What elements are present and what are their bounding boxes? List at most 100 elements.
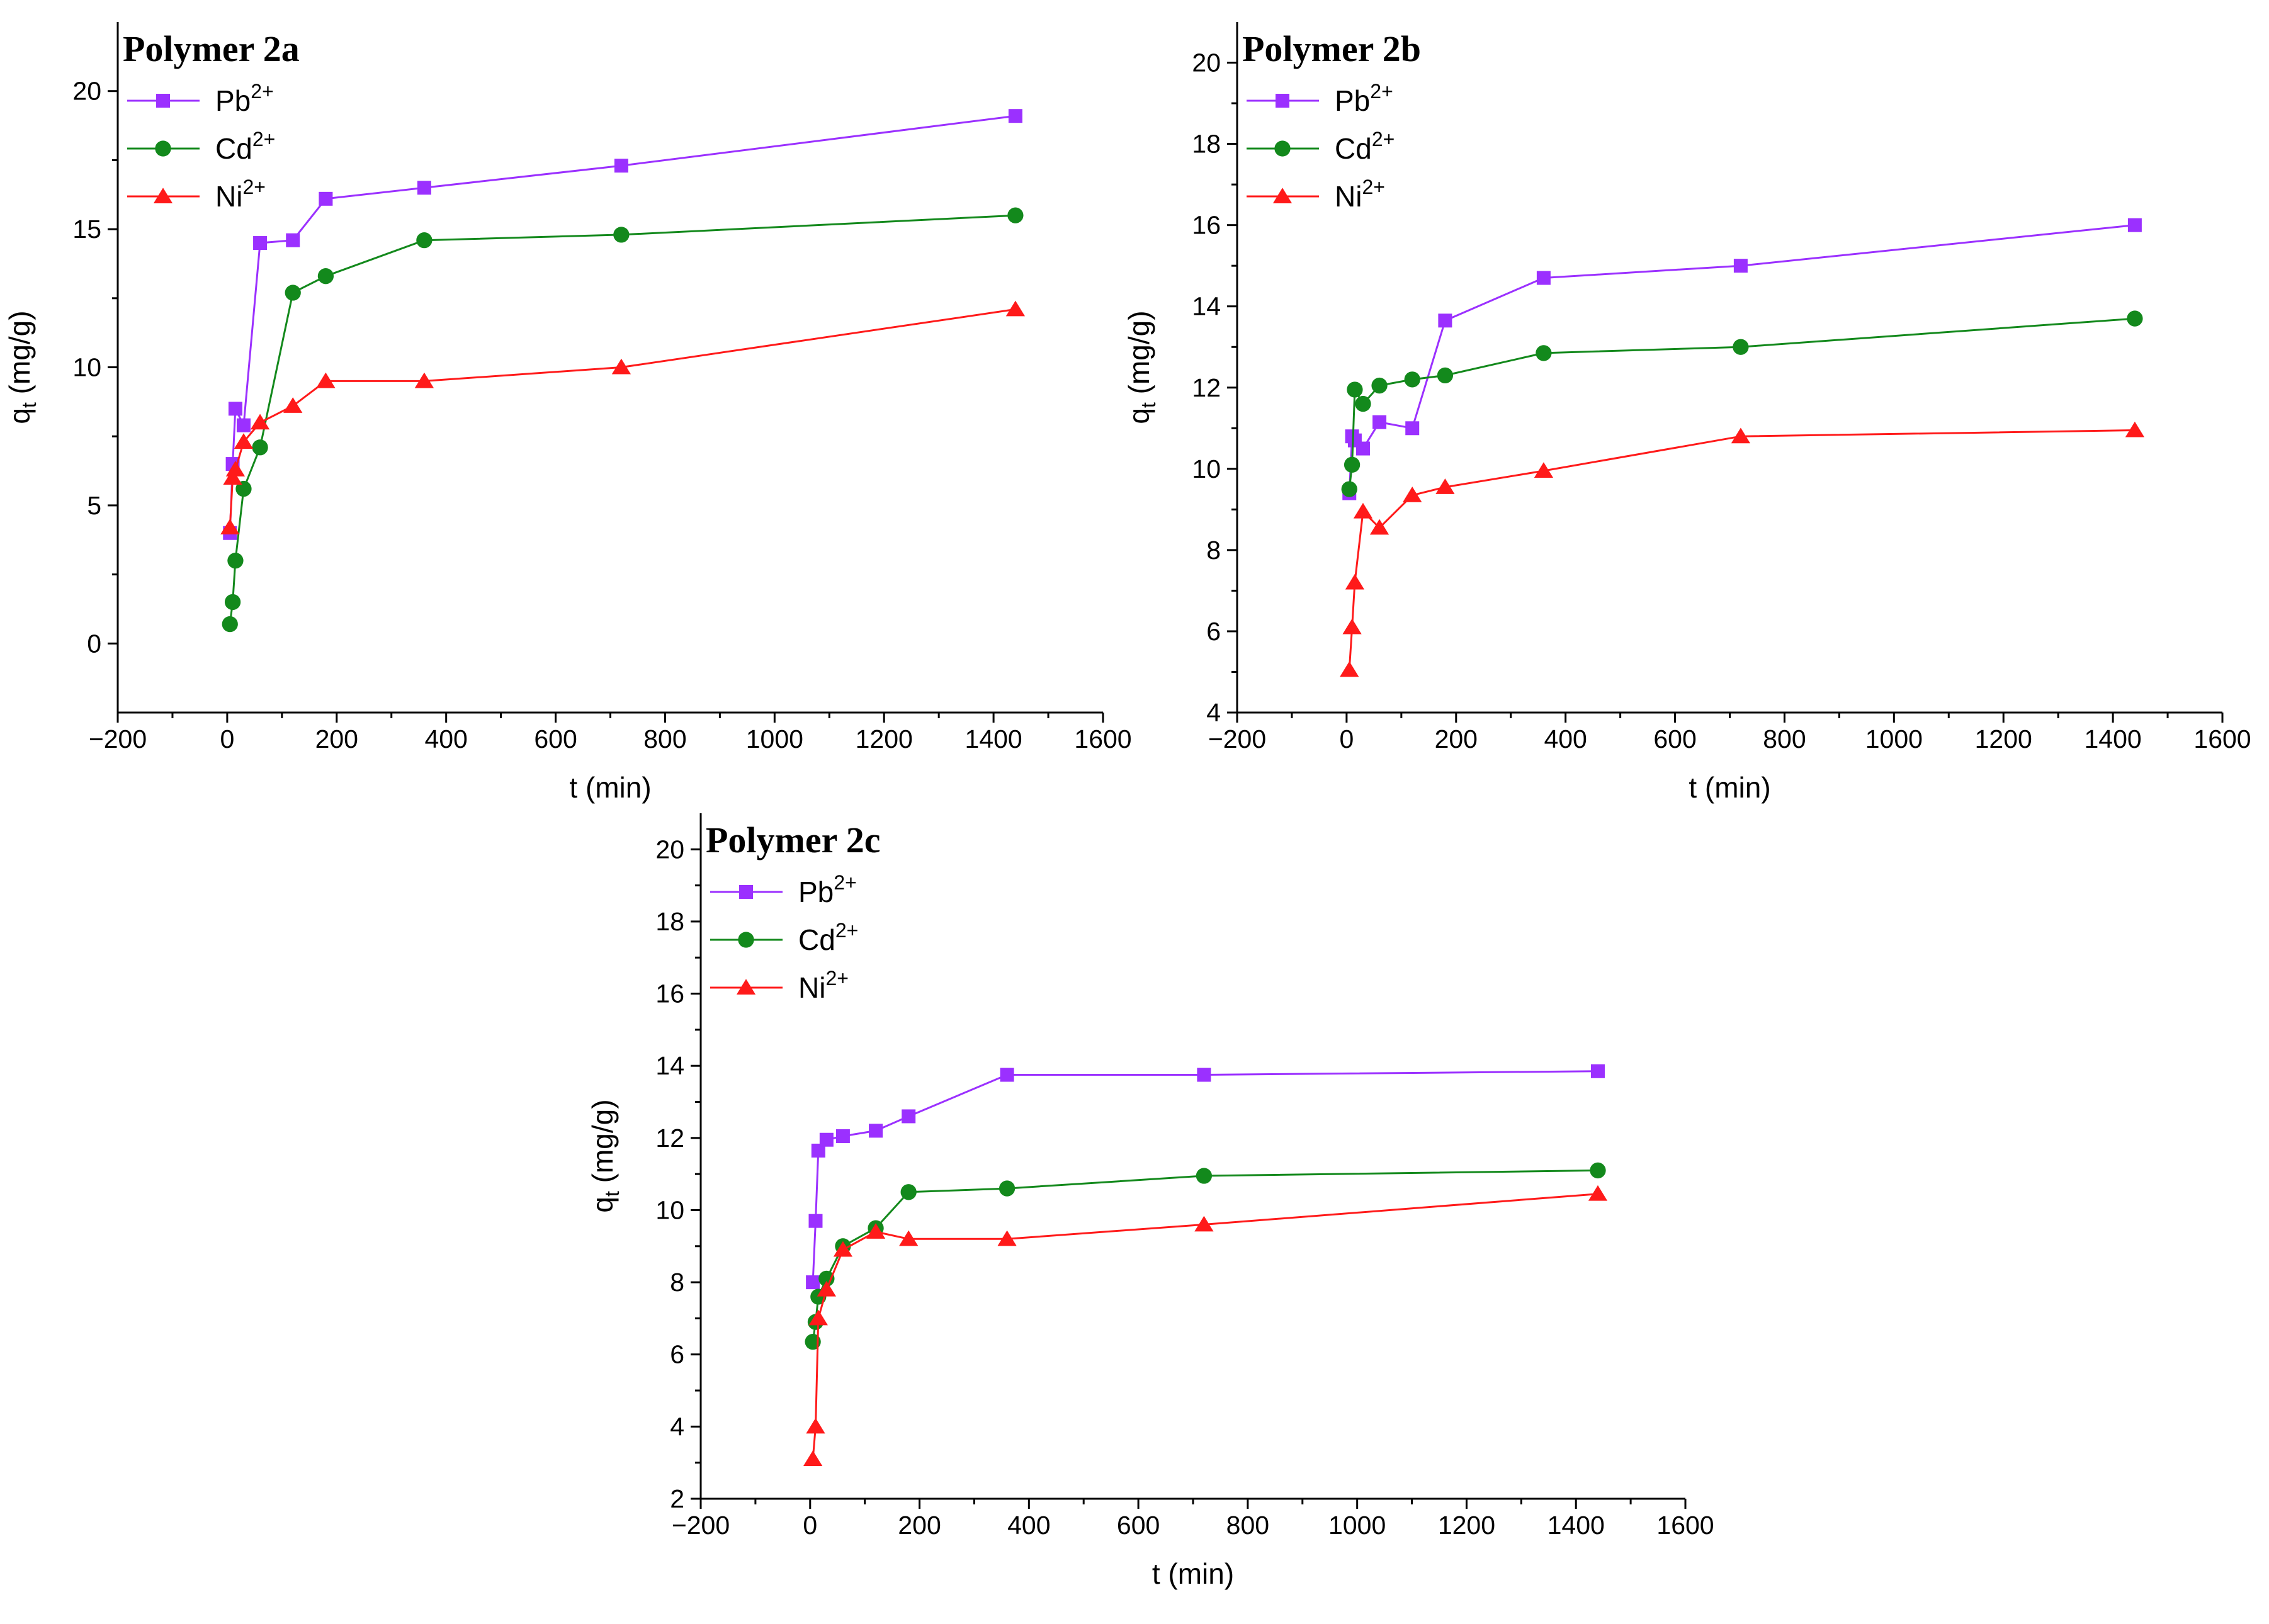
series-ni	[1340, 421, 2145, 677]
legend-label-pb: Pb2+	[798, 871, 857, 908]
data-point-cd	[818, 1270, 835, 1287]
data-point-pb	[1590, 1064, 1605, 1078]
x-tick-label: 800	[1226, 1511, 1269, 1540]
x-tick-label: −200	[672, 1511, 730, 1540]
data-point-ni	[223, 469, 242, 485]
data-point-cd	[1344, 456, 1361, 473]
data-point-ni	[1369, 519, 1389, 535]
data-point-pb	[1008, 109, 1022, 123]
y-tick-label: 10	[72, 353, 101, 382]
data-point-ni	[833, 1241, 853, 1257]
data-point-pb	[1372, 415, 1387, 429]
series-pb	[806, 1064, 1605, 1290]
y-tick-label: 18	[655, 907, 684, 936]
data-point-cd	[1371, 377, 1388, 394]
data-point-pb	[1733, 259, 1748, 273]
data-point-cd	[1341, 481, 1357, 497]
x-tick-label: 0	[803, 1511, 817, 1540]
y-tick-label: 15	[72, 215, 101, 244]
data-point-ni	[220, 519, 240, 535]
series-cd	[805, 1162, 1606, 1350]
data-point-ni	[225, 461, 246, 476]
data-point-ni	[803, 1450, 823, 1466]
data-point-ni	[1403, 487, 1422, 502]
data-point-pb	[811, 1143, 825, 1158]
x-tick-label: 1000	[1328, 1511, 1386, 1540]
x-tick-label: 1000	[1865, 725, 1923, 753]
series-ni	[220, 300, 1026, 535]
x-tick-label: −200	[1208, 725, 1266, 753]
data-point-ni	[1731, 427, 1751, 444]
x-tick-label: 200	[1435, 725, 1478, 753]
x-tick-label: 400	[424, 725, 467, 753]
x-tick-label: 600	[1653, 725, 1696, 753]
chart-panel-2: −200 0 200 400 600 800 1000 1200 1400 1600 4 6 8 10 12…	[1123, 22, 2251, 804]
data-point-ni	[1005, 300, 1026, 317]
series-pb	[223, 109, 1022, 540]
series-cd	[1341, 310, 2143, 497]
x-tick-label: 1200	[1438, 1511, 1495, 1540]
legend-label-cd: Cd2+	[798, 919, 858, 956]
legend-marker-cd	[738, 932, 754, 948]
y-tick-label: 4	[1206, 698, 1221, 727]
data-point-ni	[611, 358, 631, 375]
x-tick-label: 0	[1339, 725, 1354, 753]
data-point-pb	[902, 1109, 916, 1124]
data-point-ni	[1342, 618, 1362, 634]
x-tick-label: 200	[898, 1511, 941, 1540]
series-cd	[222, 207, 1024, 633]
y-axis-label: qt (mg/g)	[1123, 310, 1160, 424]
y-tick-label: 20	[1192, 48, 1221, 77]
data-point-pb	[869, 1124, 883, 1138]
y-tick-label: 4	[670, 1412, 684, 1441]
y-tick-label: 12	[1192, 373, 1221, 402]
y-tick-label: 14	[655, 1051, 684, 1080]
y-axis-label: qt (mg/g)	[3, 310, 40, 424]
legend-marker-pb	[739, 885, 753, 899]
legend-marker-cd	[155, 140, 171, 157]
legend-marker-ni	[1272, 188, 1293, 203]
y-tick-label: 12	[655, 1124, 684, 1153]
y-tick-label: 10	[655, 1195, 684, 1224]
data-point-pb	[614, 159, 628, 173]
y-tick-label: 10	[1192, 454, 1221, 483]
data-point-pb	[236, 418, 251, 432]
data-point-ni	[1588, 1185, 1608, 1201]
chart-title: Polymer 2a	[123, 28, 300, 69]
series-pb	[1342, 218, 2142, 500]
y-tick-label: 8	[1206, 536, 1221, 565]
series-line-ni	[229, 308, 1016, 528]
data-point-cd	[613, 227, 630, 243]
data-point-ni	[808, 1309, 828, 1326]
data-point-cd	[1404, 371, 1420, 388]
data-point-pb	[1536, 271, 1551, 285]
data-point-cd	[1437, 367, 1454, 384]
x-tick-label: 1400	[2085, 725, 2142, 753]
x-tick-label: 1600	[1074, 725, 1131, 753]
y-tick-label: 16	[655, 979, 684, 1008]
legend-marker-ni	[736, 979, 756, 995]
data-point-cd	[285, 285, 301, 301]
legend-label-cd: Cd2+	[1335, 128, 1395, 165]
x-tick-label: 1200	[1975, 725, 2032, 753]
data-point-ni	[1353, 502, 1373, 519]
y-tick-label: 0	[87, 629, 101, 658]
data-point-cd	[227, 553, 244, 569]
data-point-cd	[1536, 345, 1552, 361]
legend-marker-ni	[153, 188, 173, 203]
data-point-cd	[1347, 381, 1363, 398]
legend-label-ni: Ni2+	[215, 176, 266, 213]
data-point-cd	[222, 616, 238, 633]
y-tick-label: 8	[670, 1268, 684, 1297]
x-axis-label: t (min)	[1689, 771, 1770, 804]
legend-label-pb: Pb2+	[215, 80, 274, 117]
x-tick-label: 1400	[965, 725, 1022, 753]
data-point-cd	[416, 232, 433, 249]
legend-marker-pb	[1276, 94, 1289, 108]
data-point-pb	[1405, 421, 1420, 436]
data-point-cd	[999, 1180, 1016, 1197]
x-tick-label: 400	[1007, 1511, 1050, 1540]
y-tick-label: 6	[1206, 617, 1221, 646]
legend-marker-pb	[156, 94, 170, 108]
